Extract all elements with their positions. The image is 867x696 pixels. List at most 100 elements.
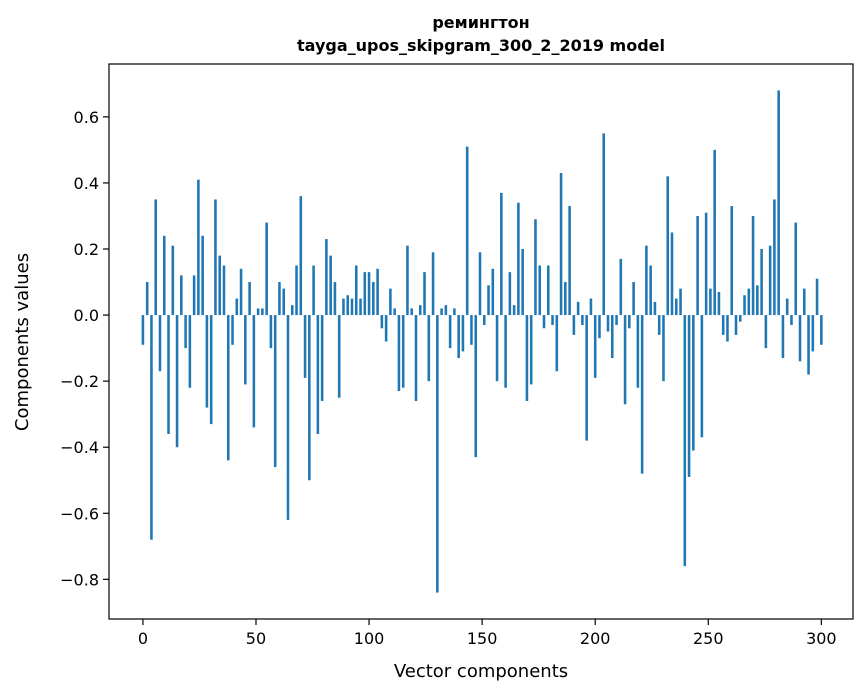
bar — [743, 295, 746, 316]
bar — [363, 272, 367, 316]
bar — [773, 199, 776, 316]
bar — [261, 308, 264, 316]
bar — [453, 308, 456, 316]
bar — [316, 315, 320, 434]
bar — [290, 305, 294, 316]
bar — [717, 291, 721, 316]
bar — [649, 265, 652, 316]
bar — [376, 268, 379, 316]
bar — [205, 315, 209, 408]
bar — [802, 288, 806, 316]
bar — [820, 315, 823, 345]
bar — [640, 315, 644, 474]
bar — [696, 215, 699, 316]
bar — [389, 288, 392, 316]
bar — [312, 265, 315, 316]
bar — [491, 268, 495, 316]
bar — [231, 315, 234, 345]
bar — [325, 239, 328, 316]
bar — [636, 315, 640, 388]
bar — [154, 199, 157, 316]
bar — [158, 315, 162, 372]
bar — [444, 305, 448, 316]
bar — [167, 315, 170, 434]
y-tick-label: −0.4 — [60, 438, 99, 457]
bar — [700, 315, 704, 438]
y-tick-label: −0.6 — [60, 504, 99, 523]
bar — [598, 315, 601, 339]
bar — [704, 212, 708, 316]
x-tick-label: 50 — [246, 629, 266, 648]
x-tick-label: 200 — [580, 629, 611, 648]
bar — [623, 315, 627, 405]
bar — [572, 315, 576, 335]
bar — [632, 282, 635, 316]
plot-frame — [108, 63, 854, 620]
y-axis: −0.8 −0.6 −0.4 −0.2 0.0 0.2 0.4 0.6 — [60, 108, 109, 589]
x-tick-label: 0 — [138, 629, 148, 648]
bar — [593, 315, 597, 378]
bar — [299, 196, 303, 316]
bar — [184, 315, 187, 349]
bar — [807, 315, 810, 375]
bar — [295, 265, 298, 316]
x-axis: 0 50 100 150 200 250 300 — [138, 619, 837, 648]
bar — [470, 315, 473, 345]
bar — [214, 199, 217, 316]
bar — [585, 315, 588, 441]
bar — [393, 308, 396, 316]
bar — [401, 315, 405, 388]
bar — [666, 176, 670, 316]
bar — [384, 315, 388, 342]
bar — [504, 315, 507, 388]
bar — [602, 133, 606, 316]
bar — [337, 315, 341, 398]
bar — [192, 275, 196, 316]
bar — [551, 315, 554, 325]
bar — [730, 206, 734, 316]
bar — [478, 252, 482, 316]
bar — [815, 278, 819, 316]
y-tick-label: 0.2 — [74, 240, 99, 259]
bar — [487, 285, 490, 316]
bar — [610, 315, 614, 359]
x-tick-label: 300 — [806, 629, 837, 648]
x-tick-label: 100 — [354, 629, 385, 648]
bar — [209, 315, 213, 425]
bar — [406, 245, 409, 316]
bar — [350, 298, 354, 316]
bar — [244, 315, 247, 385]
bar — [534, 219, 537, 316]
x-tick-label: 250 — [693, 629, 724, 648]
y-tick-label: −0.8 — [60, 570, 99, 589]
bar — [794, 222, 798, 316]
y-tick-label: 0.0 — [74, 306, 99, 325]
bar — [282, 288, 285, 316]
bar — [162, 235, 166, 316]
bar — [269, 315, 273, 349]
bar — [517, 202, 520, 316]
bar — [785, 298, 789, 316]
bar — [248, 282, 251, 316]
bar — [734, 315, 738, 335]
chart-subtitle: tayga_upos_skipgram_300_2_2019 model — [297, 36, 665, 55]
bar — [538, 265, 542, 316]
bar — [418, 305, 422, 316]
bar — [564, 282, 567, 316]
bar — [278, 282, 281, 316]
bar — [414, 315, 418, 401]
bar — [303, 315, 307, 378]
y-tick-label: 0.6 — [74, 108, 99, 127]
bar — [436, 315, 439, 593]
bar — [457, 315, 460, 359]
bar — [738, 315, 742, 322]
bar — [180, 275, 183, 316]
bar — [581, 315, 584, 325]
bar — [359, 298, 362, 316]
bar — [354, 265, 358, 316]
bar — [367, 272, 371, 316]
bar — [372, 282, 375, 316]
bar — [286, 315, 290, 520]
bar — [495, 315, 499, 382]
bar — [713, 149, 716, 316]
